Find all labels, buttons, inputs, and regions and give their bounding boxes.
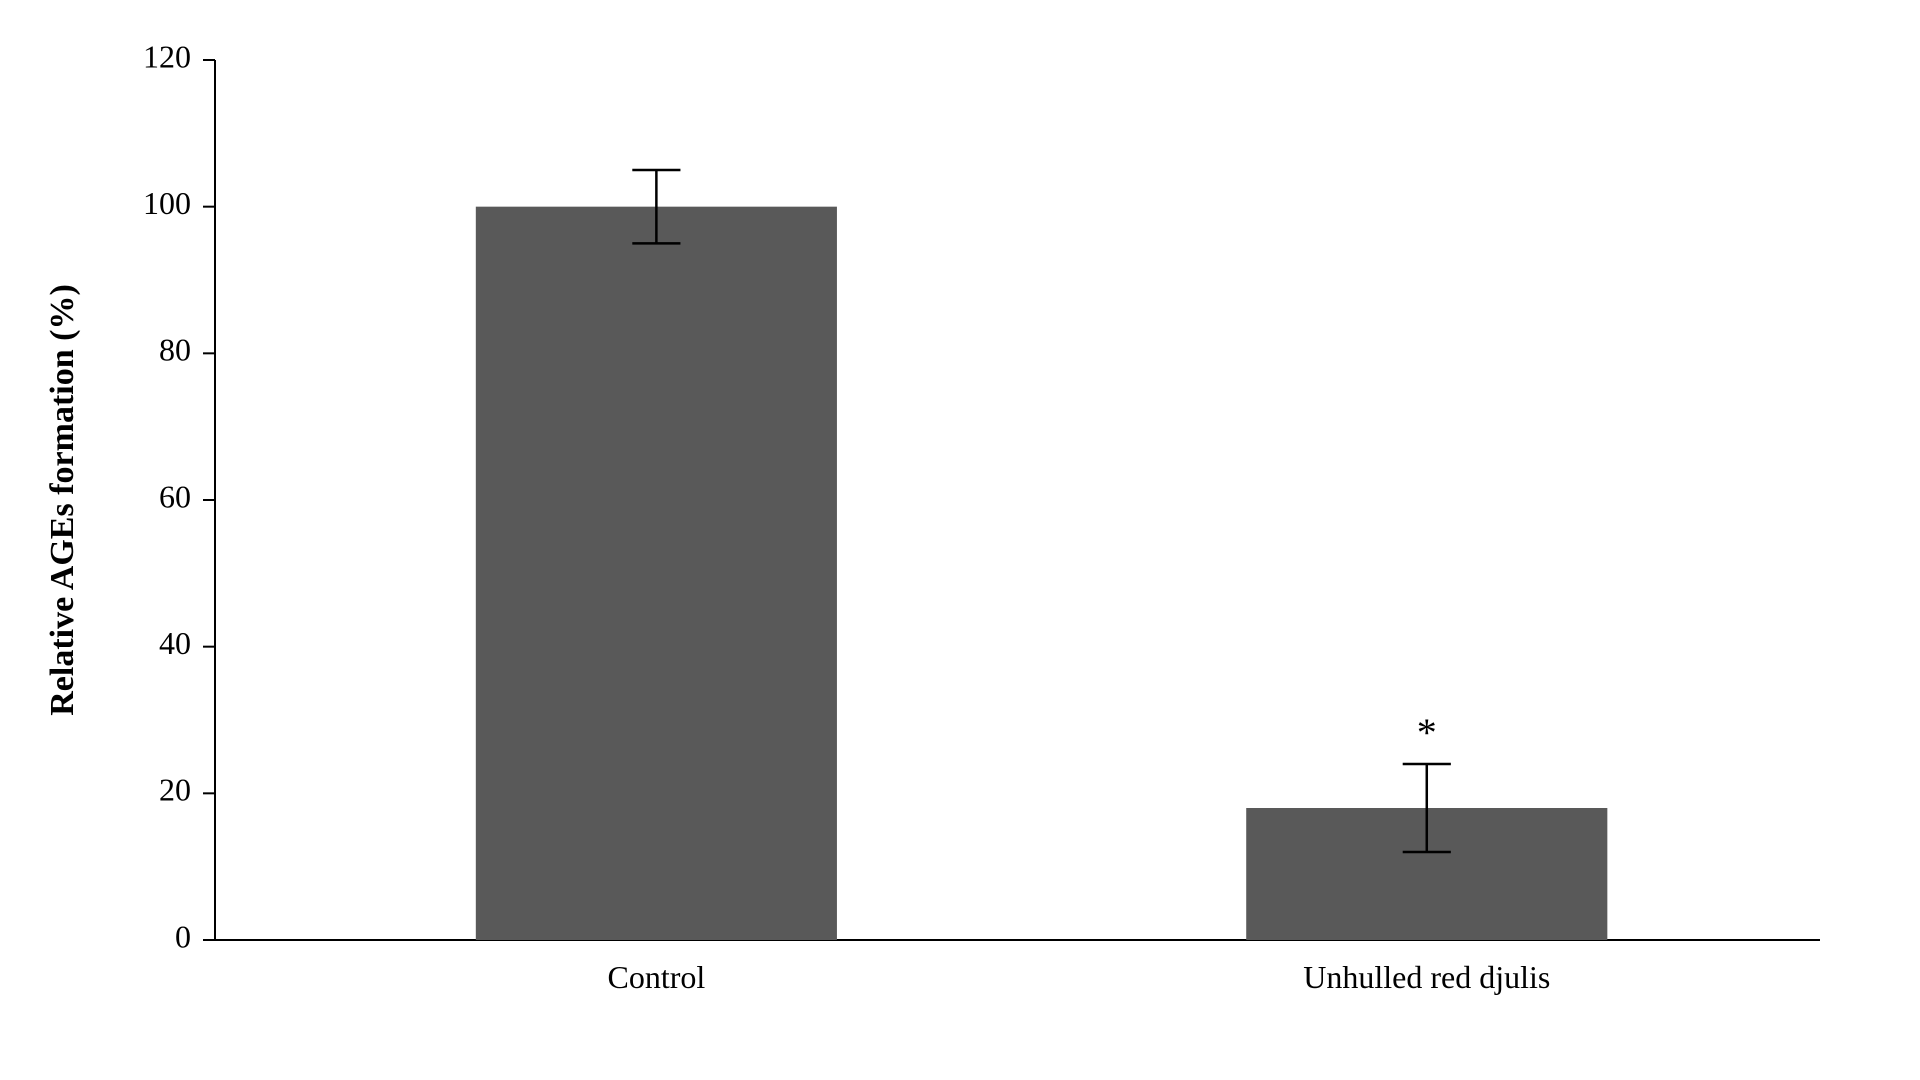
x-category-label-0: Control bbox=[607, 959, 705, 995]
bar-chart: 0 20 40 60 80 100 120 Relative AGEs formation (… bbox=[0, 0, 1920, 1080]
x-category-label-1: Unhulled red djulis bbox=[1303, 959, 1550, 995]
y-tick-label: 0 bbox=[175, 918, 191, 954]
y-tick-label: 40 bbox=[159, 625, 191, 661]
significance-mark: * bbox=[1417, 710, 1437, 755]
y-tick-label: 80 bbox=[159, 332, 191, 368]
bar-chart-container: 0 20 40 60 80 100 120 Relative AGEs formation (… bbox=[0, 0, 1920, 1080]
bar-0 bbox=[476, 207, 837, 940]
y-tick-label: 100 bbox=[143, 185, 191, 221]
y-tick-label: 20 bbox=[159, 772, 191, 808]
y-axis-title: Relative AGEs formation (%) bbox=[44, 284, 81, 716]
y-tick-label: 60 bbox=[159, 478, 191, 514]
y-tick-label: 120 bbox=[143, 38, 191, 74]
